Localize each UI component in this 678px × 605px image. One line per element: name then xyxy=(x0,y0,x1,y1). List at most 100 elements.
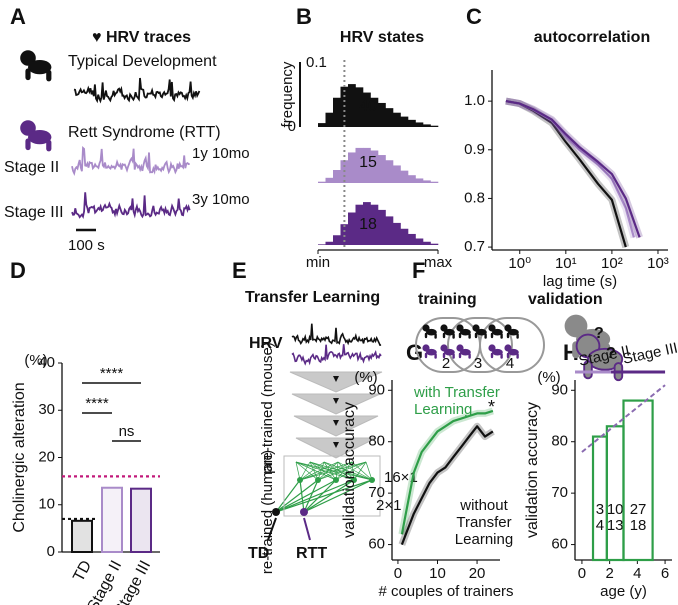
net-node xyxy=(297,477,303,483)
baby-body xyxy=(28,129,52,145)
hist-bar xyxy=(340,224,349,245)
count-rtt: 4 xyxy=(596,517,604,534)
baby-body xyxy=(508,348,519,356)
y-tick-label: 80 xyxy=(551,433,568,450)
trend-line xyxy=(581,384,666,453)
net-edge xyxy=(351,461,355,481)
scale-bar-label: 100 s xyxy=(68,237,105,254)
count-td: 27 xyxy=(630,501,647,518)
hist-bar xyxy=(325,241,334,245)
net-node xyxy=(315,477,321,483)
net-edge xyxy=(323,461,337,481)
net-edge xyxy=(323,461,355,481)
output-arrow xyxy=(267,517,277,541)
panel-label: F xyxy=(412,258,425,283)
fold-group xyxy=(479,317,545,373)
layer-arrow xyxy=(333,398,339,404)
x-axis-label: # couples of trainers xyxy=(378,583,513,600)
series-line xyxy=(505,100,641,238)
panel-title: validation xyxy=(528,291,603,308)
baby-arm xyxy=(25,138,31,151)
age-bin xyxy=(591,435,608,562)
baby-body xyxy=(444,348,455,356)
net-edge xyxy=(335,461,353,481)
annotation: * xyxy=(488,397,495,417)
baby-arm xyxy=(424,332,428,339)
baby-body xyxy=(587,347,624,371)
net-edge xyxy=(335,461,339,481)
baby-body xyxy=(426,328,437,336)
baby-leg xyxy=(46,69,52,82)
net-box xyxy=(283,455,381,517)
y-tick-label: 0.9 xyxy=(464,141,485,158)
baby-leg xyxy=(468,333,471,339)
hist-bar xyxy=(363,202,371,245)
baby-icon xyxy=(456,344,471,359)
output-arrow xyxy=(303,517,311,541)
baby-icon xyxy=(504,324,519,339)
net-edge xyxy=(365,461,373,481)
net-edge xyxy=(317,461,353,481)
baby-leg xyxy=(434,353,437,359)
panel-label: D xyxy=(10,258,26,283)
fold-number: 4 xyxy=(506,355,514,372)
x-tick-label: min xyxy=(306,254,330,271)
bar xyxy=(130,487,152,553)
y-axis-label: validation accuracy xyxy=(524,402,541,538)
net-edge xyxy=(303,479,337,513)
hist-bar xyxy=(355,204,364,245)
series-line xyxy=(400,425,494,545)
net-edge xyxy=(317,461,339,481)
significance-label: **** xyxy=(85,395,109,412)
hist-bar xyxy=(370,97,379,127)
bar xyxy=(71,519,93,554)
x-tick-label: 10² xyxy=(601,255,623,272)
net-node xyxy=(351,477,357,483)
net-edge xyxy=(317,461,325,481)
net-edge xyxy=(309,461,337,481)
bar xyxy=(101,486,123,553)
count-rtt: 18 xyxy=(630,517,647,534)
x-tick-label: 0 xyxy=(578,565,586,582)
legend-label: with Transfer Learning xyxy=(414,384,500,418)
baby-leg xyxy=(516,353,519,359)
layer-size: 2×1 xyxy=(376,497,401,514)
baby-icon xyxy=(440,324,455,339)
net-edge xyxy=(295,461,319,481)
net-edge xyxy=(303,479,373,513)
net-edge xyxy=(275,479,319,513)
net-edge xyxy=(295,461,337,481)
hist-bar xyxy=(318,181,326,183)
baby-arm xyxy=(583,360,593,380)
y-tick-label: 20 xyxy=(38,448,55,465)
baby-body xyxy=(492,348,503,356)
baby-icon xyxy=(422,324,437,339)
baby-leg xyxy=(516,333,519,339)
y-axis-label: validation accuracy xyxy=(341,402,358,538)
hist-bar xyxy=(325,177,334,183)
state-number: 15 xyxy=(359,154,377,171)
series-line xyxy=(400,409,494,535)
y-tick-label: 1.0 xyxy=(464,92,485,109)
hist-bar xyxy=(325,112,334,127)
hrv-trace xyxy=(71,145,190,176)
y-tick-label: 90 xyxy=(368,381,385,398)
hist-bar xyxy=(333,170,341,183)
hist-bar xyxy=(363,147,371,183)
count-td: 10 xyxy=(607,501,624,518)
x-tick-label: 0 xyxy=(394,565,402,582)
net-edge xyxy=(299,461,325,481)
baby-arm xyxy=(442,352,446,359)
count-td: 3 xyxy=(596,501,604,518)
y-tick-label: 40 xyxy=(38,354,55,371)
net-edge xyxy=(275,479,301,513)
baby-body xyxy=(508,328,519,336)
baby-icon xyxy=(488,324,503,339)
baby-icon xyxy=(504,344,519,359)
significance-label: **** xyxy=(100,365,124,382)
baby-body xyxy=(426,348,437,356)
state-number: 18 xyxy=(359,216,377,233)
baby-icon xyxy=(440,344,455,359)
x-tick-label: 6 xyxy=(661,565,669,582)
legend-label-box: without Transfer Learning xyxy=(455,497,513,548)
